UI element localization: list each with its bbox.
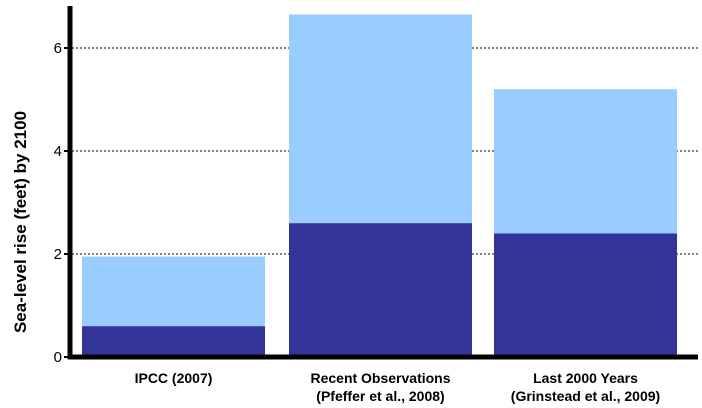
y-tick-label: 2 xyxy=(54,246,62,263)
x-category-label: Last 2000 Years (Grinstead et al., 2009) xyxy=(511,370,660,404)
bar-segment-base xyxy=(289,223,472,357)
bar-segment-base xyxy=(494,233,677,357)
bars xyxy=(82,14,677,357)
y-ticks: 0 2 4 6 xyxy=(54,40,70,366)
axes xyxy=(67,6,698,360)
x-category-label: Recent Observations (Pfeffer et al., 2008… xyxy=(310,370,450,404)
bar-segment-upper xyxy=(82,256,265,327)
bar-segment-base xyxy=(82,326,265,357)
y-axis-title-text: Sea-level rise (feet) by 2100 xyxy=(11,111,30,333)
x-category-label-line: Recent Observations xyxy=(310,370,450,386)
x-labels: IPCC (2007) Recent Observations (Pfeffer e… xyxy=(135,370,661,404)
y-tick-label: 0 xyxy=(54,349,62,366)
bar-segment-upper xyxy=(289,14,472,224)
bar-segment-upper xyxy=(494,89,677,234)
x-category-label-line: Last 2000 Years xyxy=(533,370,638,386)
x-category-label-line: (Grinstead et al., 2009) xyxy=(511,388,660,404)
x-category-label: IPCC (2007) xyxy=(135,370,213,386)
x-category-label-line: IPCC (2007) xyxy=(135,370,213,386)
y-axis-title: Sea-level rise (feet) by 2100 xyxy=(11,111,30,333)
y-tick-label: 4 xyxy=(54,143,62,160)
y-tick-label: 6 xyxy=(54,40,62,57)
x-category-label-line: (Pfeffer et al., 2008) xyxy=(316,388,444,404)
